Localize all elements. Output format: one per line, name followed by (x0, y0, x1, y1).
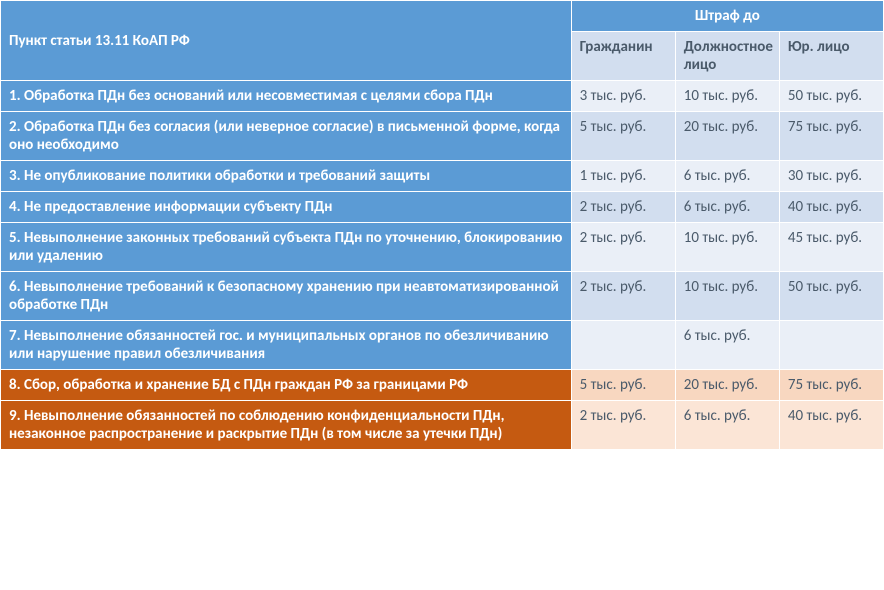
table-row: 6. Невыполнение требований к безопасному… (1, 272, 884, 321)
row-description: 3. Не опубликование политики обработки и… (1, 161, 572, 192)
row-value: 6 тыс. руб. (675, 401, 779, 450)
row-description: 8. Сбор, обработка и хранение БД с ПДн г… (1, 370, 572, 401)
row-description: 5. Невыполнение законных требований субъ… (1, 223, 572, 272)
row-value: 5 тыс. руб. (571, 370, 675, 401)
row-value: 45 тыс. руб. (779, 223, 883, 272)
row-value: 10 тыс. руб. (675, 272, 779, 321)
row-value: 10 тыс. руб. (675, 223, 779, 272)
row-value: 30 тыс. руб. (779, 161, 883, 192)
header-article: Пункт статьи 13.11 КоАП РФ (1, 1, 572, 81)
row-value: 10 тыс. руб. (675, 81, 779, 112)
row-value: 50 тыс. руб. (779, 272, 883, 321)
row-value: 6 тыс. руб. (675, 161, 779, 192)
row-value (571, 321, 675, 370)
table-header: Пункт статьи 13.11 КоАП РФ Штраф до Граж… (1, 1, 884, 81)
row-value: 6 тыс. руб. (675, 321, 779, 370)
row-description: 6. Невыполнение требований к безопасному… (1, 272, 572, 321)
row-description: 7. Невыполнение обязанностей гос. и муни… (1, 321, 572, 370)
row-value: 75 тыс. руб. (779, 370, 883, 401)
row-value: 75 тыс. руб. (779, 112, 883, 161)
row-value: 1 тыс. руб. (571, 161, 675, 192)
fines-table-container: { "header": { "left": "Пункт статьи 13.1… (0, 0, 884, 450)
row-value: 6 тыс. руб. (675, 192, 779, 223)
header-citizen: Гражданин (571, 32, 675, 81)
row-value (779, 321, 883, 370)
row-value: 40 тыс. руб. (779, 401, 883, 450)
table-row: 2. Обработка ПДн без согласия (или невер… (1, 112, 884, 161)
row-value: 2 тыс. руб. (571, 223, 675, 272)
table-row: 9. Невыполнение обязанностей по соблюден… (1, 401, 884, 450)
row-value: 50 тыс. руб. (779, 81, 883, 112)
row-value: 2 тыс. руб. (571, 401, 675, 450)
row-description: 2. Обработка ПДн без согласия (или невер… (1, 112, 572, 161)
table-row: 7. Невыполнение обязанностей гос. и муни… (1, 321, 884, 370)
table-body: 1. Обработка ПДн без оснований или несов… (1, 81, 884, 450)
row-description: 1. Обработка ПДн без оснований или несов… (1, 81, 572, 112)
row-description: 4. Не предоставление информации субъекту… (1, 192, 572, 223)
header-fine-up-to: Штраф до (571, 1, 883, 32)
row-value: 5 тыс. руб. (571, 112, 675, 161)
row-value: 20 тыс. руб. (675, 370, 779, 401)
table-row: 5. Невыполнение законных требований субъ… (1, 223, 884, 272)
row-value: 20 тыс. руб. (675, 112, 779, 161)
table-row: 1. Обработка ПДн без оснований или несов… (1, 81, 884, 112)
table-row: 8. Сбор, обработка и хранение БД с ПДн г… (1, 370, 884, 401)
fines-table: Пункт статьи 13.11 КоАП РФ Штраф до Граж… (0, 0, 884, 450)
row-value: 2 тыс. руб. (571, 272, 675, 321)
header-entity: Юр. лицо (779, 32, 883, 81)
row-value: 2 тыс. руб. (571, 192, 675, 223)
header-official: Должностное лицо (675, 32, 779, 81)
row-value: 40 тыс. руб. (779, 192, 883, 223)
row-value: 3 тыс. руб. (571, 81, 675, 112)
table-row: 4. Не предоставление информации субъекту… (1, 192, 884, 223)
table-row: 3. Не опубликование политики обработки и… (1, 161, 884, 192)
row-description: 9. Невыполнение обязанностей по соблюден… (1, 401, 572, 450)
